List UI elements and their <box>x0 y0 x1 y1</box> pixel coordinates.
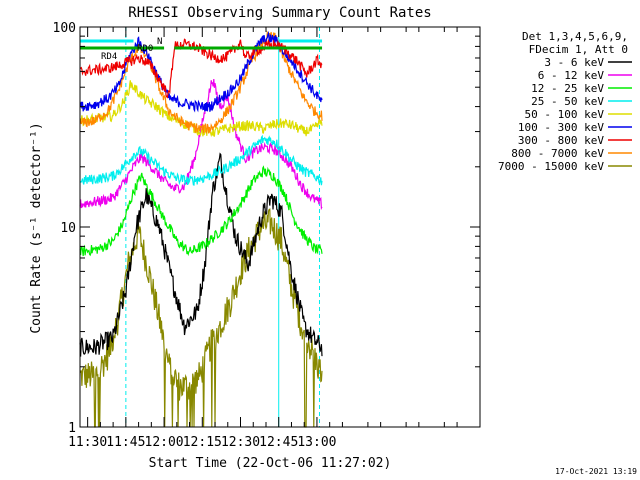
flag-label-n: N <box>157 37 162 47</box>
y-tick-label-1: 1 <box>68 421 76 436</box>
flag-label-rd4: RD4 <box>101 52 117 62</box>
legend-label-800-7000-kev: 800 - 7000 keV <box>511 147 604 160</box>
legend-label-25-50-kev: 25 - 50 keV <box>531 95 604 108</box>
flag-label-rd0: RD0 <box>137 44 153 54</box>
series-line-6-12-kev <box>79 79 323 211</box>
x-tick-label-1230: 12:30 <box>221 435 260 450</box>
x-tick-label-1200: 12:00 <box>145 435 184 450</box>
legend-header-0: Det 1,3,4,5,6,9, <box>522 30 628 43</box>
x-tick-label-1245: 12:45 <box>259 435 298 450</box>
legend-label-100-300-kev: 100 - 300 keV <box>518 121 604 134</box>
legend-label-300-800-kev: 300 - 800 keV <box>518 134 604 147</box>
legend-label-3-6-kev: 3 - 6 keV <box>544 56 604 69</box>
series-line-25-50-kev <box>79 134 323 186</box>
x-axis-label: Start Time (22-Oct-06 11:27:02) <box>149 456 392 471</box>
x-tick-label-1300: 13:00 <box>297 435 336 450</box>
legend-label-6-12-kev: 6 - 12 keV <box>538 69 605 82</box>
legend: Det 1,3,4,5,6,9,FDecim 1, Att 03 - 6 keV… <box>498 30 632 173</box>
axes: 1 10 100 11:30 11:45 12:00 12:15 12:30 12:45 13:0… <box>53 21 481 450</box>
y-axis-label: Count Rate (s⁻¹ detector⁻¹) <box>29 122 44 333</box>
chart-title: RHESSI Observing Summary Count Rates <box>128 5 431 21</box>
x-tick-label-1130: 11:30 <box>68 435 107 450</box>
flag-bars: N RD0 RD4 <box>80 37 323 62</box>
y-tick-label-10: 10 <box>60 221 76 236</box>
series-line-12-25-kev <box>79 165 323 257</box>
legend-label-7000-15000-kev: 7000 - 15000 keV <box>498 160 604 173</box>
timestamp: 17-Oct-2021 13:19 <box>555 467 637 476</box>
series-line-3-6-kev <box>79 152 323 357</box>
x-tick-label-1145: 11:45 <box>106 435 145 450</box>
legend-header-1: FDecim 1, Att 0 <box>529 43 628 56</box>
x-tick-label-1215: 12:15 <box>183 435 222 450</box>
series-line-7000-15000-kev <box>79 208 323 428</box>
legend-label-12-25-kev: 12 - 25 keV <box>531 82 604 95</box>
series-line-50-100-kev <box>79 80 323 138</box>
y-tick-label-100: 100 <box>53 21 76 36</box>
legend-label-50-100-kev: 50 - 100 keV <box>525 108 605 121</box>
